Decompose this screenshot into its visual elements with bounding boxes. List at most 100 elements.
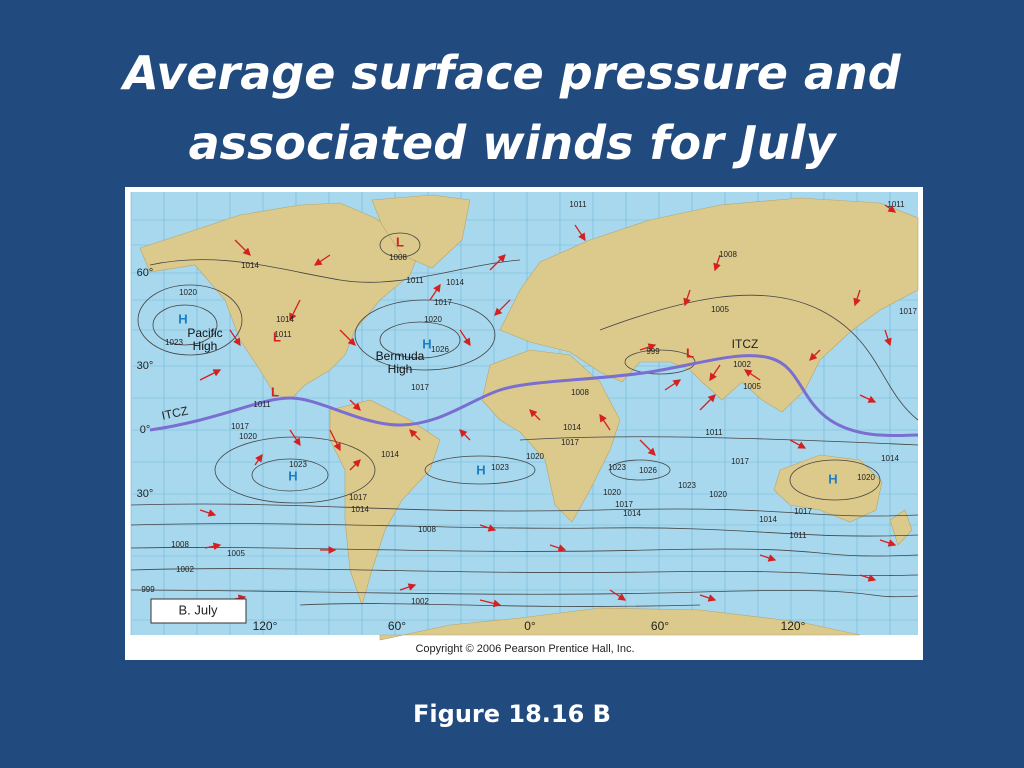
copyright: Copyright © 2006 Pearson Prentice Hall, … — [415, 643, 634, 655]
itcz-label: ITCZ — [732, 337, 759, 351]
wind-arrow — [349, 399, 361, 411]
isobar-label: 1008 — [389, 253, 407, 262]
isobar-label: 1014 — [623, 509, 641, 518]
pressure-center: H — [828, 471, 837, 486]
wind-arrow — [489, 254, 506, 271]
wind-arrow — [709, 364, 721, 382]
isobar-label: 1020 — [239, 432, 257, 441]
wind-arrow — [699, 394, 716, 411]
isobar-label: 1017 — [615, 500, 633, 509]
isobar-label: 1020 — [857, 473, 875, 482]
isobar-label: 1020 — [709, 490, 727, 499]
wind-arrow — [853, 289, 861, 307]
isobar-label: 1017 — [731, 457, 749, 466]
wind-arrow — [339, 329, 356, 346]
pressure-center: L — [396, 234, 404, 249]
isobar-label: 1020 — [526, 452, 544, 461]
wind-arrow — [713, 254, 721, 272]
isobar-label: 1014 — [381, 450, 399, 459]
isobar-label: 1023 — [678, 481, 696, 490]
isobar-label: 1008 — [418, 525, 436, 534]
pressure-center: H — [422, 336, 431, 351]
isobar-label: 1017 — [349, 493, 367, 502]
isobar-label: 1011 — [705, 428, 723, 437]
isobar-label: 1014 — [563, 423, 581, 432]
wind-arrow — [699, 594, 717, 602]
slide-title: Average surface pressure and associated … — [123, 46, 901, 170]
isobar-label: 1002 — [176, 565, 194, 574]
wind-arrow — [199, 509, 217, 517]
isobar-label: 1011 — [887, 200, 905, 209]
latitude-label: 0° — [140, 424, 151, 436]
wind-arrow — [664, 379, 682, 391]
wind-arrow — [809, 349, 821, 361]
wind-arrow — [574, 224, 586, 242]
wind-arrow — [479, 599, 502, 608]
longitude-label: 120° — [781, 619, 806, 633]
figure-caption: Figure 18.16 B — [413, 700, 611, 728]
wind-arrow — [494, 299, 511, 316]
wind-arrow — [479, 524, 497, 532]
place-name: Pacific High — [187, 326, 223, 353]
wind-arrow — [639, 343, 657, 351]
wind-arrow — [204, 542, 222, 551]
isobar-label: 1005 — [743, 382, 761, 391]
isobar-label: 1023 — [608, 463, 626, 472]
wind-arrow — [609, 589, 627, 601]
isobar-label: 1017 — [561, 438, 579, 447]
isobar-label: 1011 — [406, 276, 424, 285]
pressure-center: H — [476, 462, 485, 477]
isobar-label: 1011 — [789, 531, 807, 540]
isobar-label: 1017 — [411, 383, 429, 392]
wind-arrow — [599, 413, 611, 431]
isobar-label: 1014 — [241, 261, 259, 270]
isobar-label: 1005 — [711, 305, 729, 314]
wind-arrows — [199, 204, 897, 608]
isobar-label: 1026 — [639, 466, 657, 475]
pressure-center: H — [178, 311, 187, 326]
latitude-label: 30° — [137, 488, 154, 500]
isobar-label: 1014 — [446, 278, 464, 287]
isobars — [130, 232, 919, 607]
wind-arrow — [639, 439, 656, 456]
wind-arrow — [429, 283, 441, 301]
wind-arrow — [884, 329, 892, 347]
wind-arrow — [683, 289, 691, 307]
wind-arrow — [459, 329, 471, 347]
wind-arrow — [289, 299, 301, 322]
longitude-label: 60° — [388, 619, 406, 633]
wind-arrow — [743, 369, 761, 381]
isobar-label: 1014 — [759, 515, 777, 524]
wind-arrow — [529, 409, 541, 421]
isobar-label: 1017 — [231, 422, 249, 431]
wind-arrow — [859, 394, 877, 403]
isobar-label: 1005 — [227, 549, 245, 558]
isobar-label: 1026 — [431, 345, 449, 354]
wind-arrow — [329, 429, 341, 452]
isobar-label: 1011 — [253, 400, 271, 409]
isobar-label: 999 — [646, 347, 660, 356]
map: 60° 30° 0° 30° 120° 60° 0° 60° 120° L L L L H H H H H ITCZ… — [125, 187, 923, 660]
isobar-label: 1008 — [719, 250, 737, 259]
isobar-label: 1002 — [411, 597, 429, 606]
isobar-label: 1020 — [179, 288, 197, 297]
pressure-center: L — [271, 384, 279, 399]
isobar-label: 1017 — [794, 507, 812, 516]
wind-arrow — [789, 439, 807, 449]
isobar-label: 1011 — [274, 330, 292, 339]
wind-arrow — [234, 239, 251, 256]
isobar-label: 1023 — [491, 463, 509, 472]
wind-arrow — [549, 544, 567, 552]
isobar-label: 1014 — [276, 315, 294, 324]
isobar-label: 1023 — [165, 338, 183, 347]
isobar-label: 1002 — [733, 360, 751, 369]
wind-arrow — [199, 369, 222, 381]
panel-label: B. July — [178, 602, 218, 617]
isobar-label: 1017 — [899, 307, 917, 316]
pressure-center: H — [288, 468, 297, 483]
wind-arrow — [859, 574, 877, 582]
wind-arrow — [459, 429, 471, 441]
isobar-label: 999 — [141, 585, 155, 594]
latitude-label: 60° — [137, 267, 154, 279]
